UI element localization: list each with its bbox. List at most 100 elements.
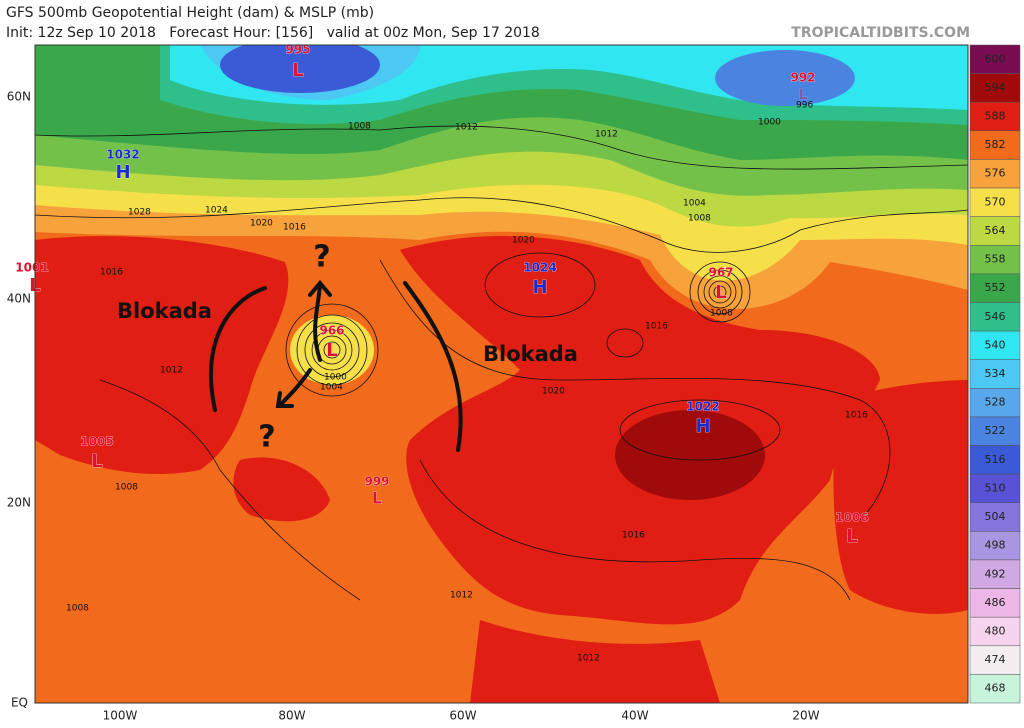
center-letter: H xyxy=(532,277,547,298)
center-value: 1001 xyxy=(15,261,48,275)
center-value: 992 xyxy=(790,71,815,85)
colorbar-label: 528 xyxy=(985,396,1006,409)
lon-label: 40W xyxy=(621,709,648,723)
colorbar-label: 498 xyxy=(985,539,1006,552)
center-letter: L xyxy=(292,60,303,81)
isobar-label: 1004 xyxy=(320,383,343,393)
colorbar-label: 576 xyxy=(985,167,1006,180)
lat-label: 20N xyxy=(7,496,31,510)
colorbar-cell xyxy=(969,559,1021,589)
colorbar-cell xyxy=(969,101,1021,132)
isobar-label: 1008 xyxy=(348,122,371,132)
colorbar-cell xyxy=(969,616,1021,647)
annotations: Blokada Blokada ? ? xyxy=(117,240,578,455)
colorbar-label: 504 xyxy=(985,510,1006,523)
colorbar-cell xyxy=(969,445,1021,475)
colorbar-cell xyxy=(969,73,1021,103)
center-value: 1005 xyxy=(80,435,113,449)
map-frame xyxy=(34,44,969,704)
center-letter: H xyxy=(695,416,710,437)
colorbar-cell xyxy=(969,302,1021,332)
blocking-arrows xyxy=(209,279,463,452)
isobar-label: 1016 xyxy=(100,268,123,278)
isobar-labels: 1008 1012 1000 1028 1024 1020 1016 1016 … xyxy=(66,101,868,664)
colorbar-cell xyxy=(969,359,1021,389)
isobar-label: 1004 xyxy=(683,199,706,209)
colorbar: 600 594 588 582 576 570 564 558 552 546 540 534 528 5… xyxy=(969,44,1021,704)
colorbar-label: 594 xyxy=(985,81,1006,94)
isobar-label: 1012 xyxy=(450,591,473,601)
colorbar-cell xyxy=(969,674,1021,704)
colorbar-cell xyxy=(969,159,1021,189)
lon-label: 20W xyxy=(792,709,819,723)
annotation: Blokada xyxy=(117,299,212,323)
center-letter: L xyxy=(372,489,382,508)
center-labels: 995 L 992 L 1032 H 1001 L 1024 H 967 L 9… xyxy=(15,42,869,547)
isobar-label: 1008 xyxy=(688,214,711,224)
colorbar-cell xyxy=(969,187,1021,217)
isobar-label: 1020 xyxy=(250,219,273,229)
colorbar-cell xyxy=(969,273,1021,303)
colorbar-cell xyxy=(969,388,1021,418)
colorbar-cell xyxy=(969,531,1021,561)
isobar-label: 1008 xyxy=(115,483,138,493)
colorbar-cell xyxy=(969,216,1021,246)
isobar-label: 1016 xyxy=(645,322,668,332)
subtitle: Init: 12z Sep 10 2018 Forecast Hour: [15… xyxy=(6,25,540,41)
center-value: 995 xyxy=(285,43,310,57)
lat-labels: 60N 40N 20N EQ xyxy=(7,90,31,710)
lon-labels: 100W 80W 60W 40W 20W xyxy=(103,709,820,723)
isobar-label: 1024 xyxy=(205,206,228,216)
lon-label: 80W xyxy=(278,709,305,723)
isobar-label: 1016 xyxy=(845,411,868,421)
colorbar-label: 516 xyxy=(985,453,1006,466)
center-value: 1024 xyxy=(523,261,556,275)
center-letter: L xyxy=(715,282,726,303)
colorbar-label: 600 xyxy=(985,52,1006,65)
colorbar-cell xyxy=(969,588,1021,618)
lat-label: 40N xyxy=(7,292,31,306)
colorbar-cell xyxy=(969,245,1021,275)
colorbar-label: 534 xyxy=(985,367,1006,380)
colorbar-cell xyxy=(969,330,1021,360)
colorbar-label: 540 xyxy=(985,338,1006,351)
colorbar-label: 564 xyxy=(985,224,1006,237)
center-value: 999 xyxy=(364,475,389,489)
center-value: 1022 xyxy=(686,400,719,414)
center-letter: L xyxy=(326,340,337,361)
isobar-label: 1012 xyxy=(455,123,478,133)
center-value: 1006 xyxy=(835,511,868,525)
isobar-label: 1008 xyxy=(66,604,89,614)
colorbar-label: 570 xyxy=(985,195,1006,208)
center-letter: L xyxy=(91,451,102,472)
colorbar-cell xyxy=(969,416,1021,446)
colorbar-label: 468 xyxy=(985,682,1006,695)
isobar-label: 1012 xyxy=(595,130,618,140)
lon-label: 100W xyxy=(103,709,138,723)
center-value: 966 xyxy=(319,324,344,338)
site-name: TROPICALTIDBITS.COM xyxy=(791,25,970,41)
annotation: Blokada xyxy=(483,342,578,366)
annotation: ? xyxy=(258,420,275,455)
colorbar-label: 486 xyxy=(985,596,1006,609)
colorbar-label: 474 xyxy=(985,653,1006,666)
map xyxy=(35,45,968,703)
center-letter: L xyxy=(846,526,857,547)
colorbar-label: 522 xyxy=(985,424,1006,437)
center-value: 1032 xyxy=(106,148,139,162)
center-letter: L xyxy=(799,87,808,103)
title: GFS 500mb Geopotential Height (dam) & MS… xyxy=(6,5,374,21)
annotation: ? xyxy=(313,240,330,275)
isobar-label: 1020 xyxy=(542,387,565,397)
colorbar-label: 558 xyxy=(985,253,1006,266)
center-letter: H xyxy=(115,162,130,183)
isobar-label: 1012 xyxy=(160,366,183,376)
lat-label: EQ xyxy=(11,696,28,710)
colorbar-label: 480 xyxy=(985,624,1006,637)
colorbar-cell xyxy=(969,502,1021,532)
isobar-label: 1008 xyxy=(710,309,733,319)
isobar-label: 1028 xyxy=(128,208,151,218)
isobar-label: 1012 xyxy=(577,654,600,664)
colorbar-label: 546 xyxy=(985,310,1006,323)
